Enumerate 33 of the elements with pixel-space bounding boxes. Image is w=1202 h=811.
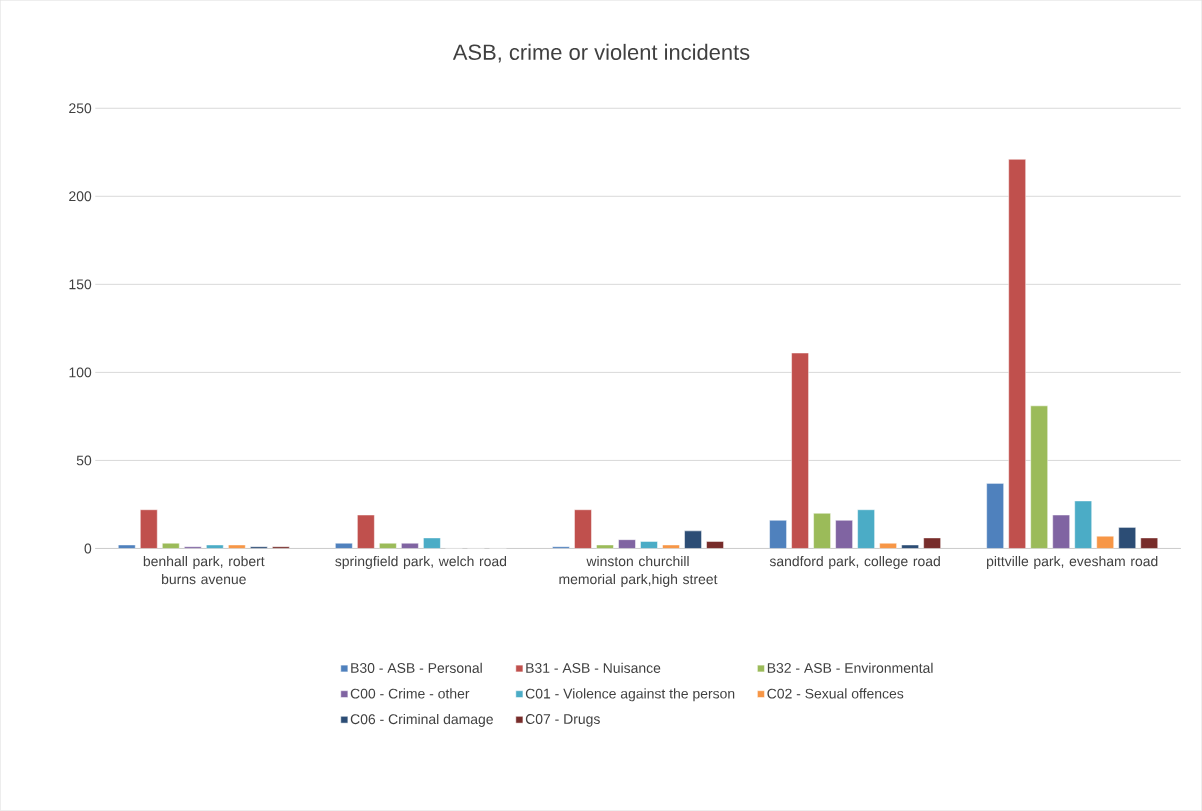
y-tick-label: 100 [69, 367, 92, 378]
x-tick-label: benhall park, robert burns avenue [143, 556, 265, 585]
bar [357, 514, 375, 549]
bar [1030, 405, 1048, 549]
bar [574, 509, 592, 549]
bar [1008, 159, 1026, 549]
y-tick-label: 50 [76, 455, 92, 466]
bar [140, 509, 158, 549]
legend-label: C06 - Criminal damage [350, 714, 493, 727]
legend-label: C07 - Drugs [525, 714, 600, 727]
y-tick-label: 200 [69, 191, 92, 202]
x-tick-label: winston churchill memorial park,high street [559, 556, 718, 588]
legend-label: C00 - Crime - other [350, 688, 470, 699]
legend-label: B31 - ASB - Nuisance [526, 662, 661, 674]
x-tick-label: sandford park, college road [769, 556, 940, 570]
legend-label: B32 - ASB - Environmental [767, 662, 933, 674]
x-tick-label: springfield park, welch road [335, 556, 507, 570]
bar [1052, 514, 1070, 549]
bar [769, 520, 787, 549]
y-tick-label: 250 [69, 103, 92, 114]
legend-label: C02 - Sexual offences [767, 688, 904, 699]
chart-title: ASB, crime or violent incidents [452, 43, 750, 63]
bar [835, 520, 853, 549]
bar [857, 509, 875, 549]
x-tick-label: pittville park, evesham road [987, 556, 1158, 570]
bar [791, 352, 809, 549]
y-tick-label: 0 [84, 543, 92, 554]
legend-label: B30 - ASB - Personal [351, 662, 482, 674]
y-tick-label: 150 [69, 279, 92, 290]
bar [986, 483, 1004, 549]
bar [813, 513, 831, 549]
legend-label: C01 - Violence against the person [525, 688, 735, 702]
bar [1074, 500, 1092, 549]
